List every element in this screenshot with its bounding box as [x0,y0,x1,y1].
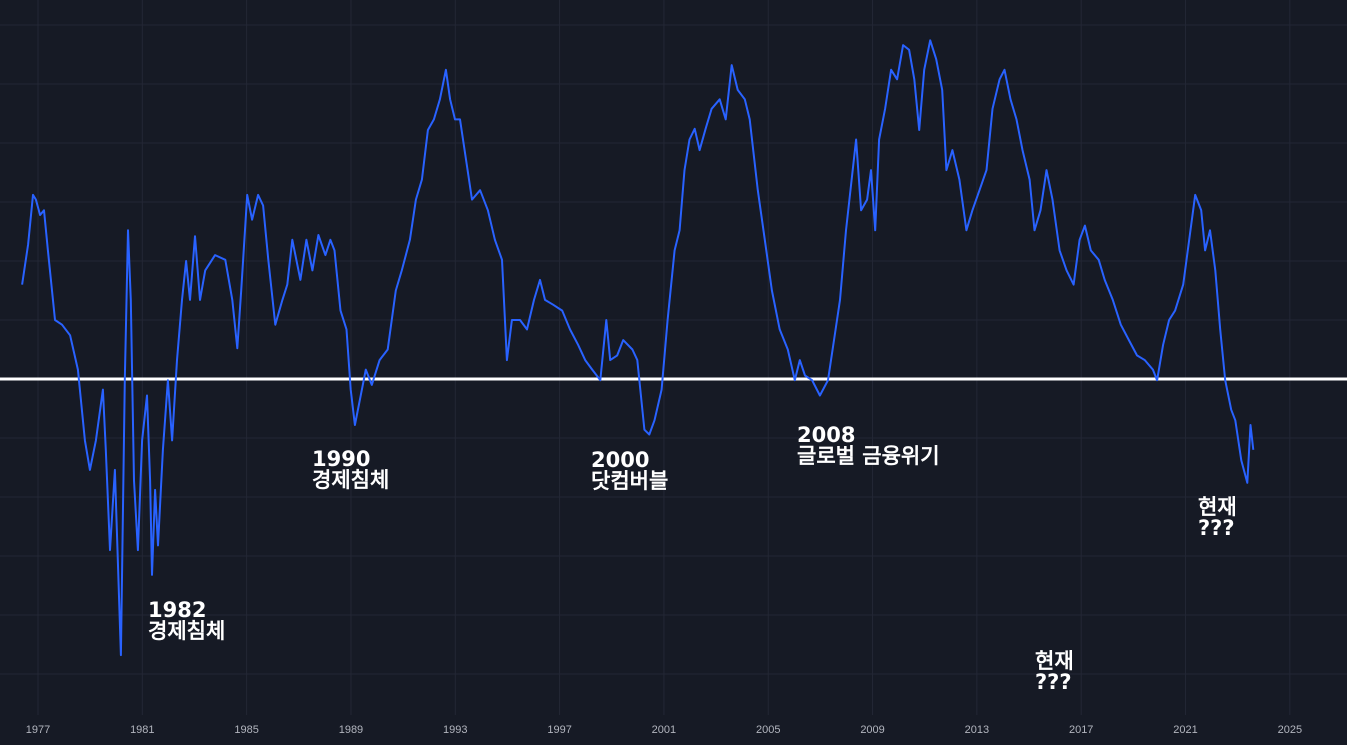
x-tick-label: 1989 [339,724,363,736]
annotation-1982: 1982 경제침체 [148,600,225,642]
annotation-current: 현재 ??? [1198,497,1237,539]
x-tick-label: 2001 [652,724,676,736]
annotation-current-duplicate: 현재 ??? [1035,651,1074,693]
x-tick-label: 2005 [756,724,780,736]
annotation-2008: 2008 글로벌 금융위기 [797,425,940,467]
x-tick-label: 2009 [860,724,884,736]
annotation-year: 2000 [591,448,650,472]
x-tick-label: 1977 [26,724,50,736]
annotation-year: 현재 [1035,649,1074,673]
annotation-year: 1982 [148,598,207,622]
annotation-1990: 1990 경제침체 [312,449,389,491]
annotation-text: 경제침체 [148,619,226,643]
annotation-text: 닷컴버블 [591,469,669,493]
annotation-text: 글로벌 금융위기 [797,444,940,468]
x-tick-label: 1981 [130,724,154,736]
annotation-2000: 2000 닷컴버블 [591,450,668,492]
x-axis-ticks: 1977 1981 1985 1989 1993 1997 2001 2005 2009 2013… [26,724,1302,736]
x-tick-label: 2021 [1173,724,1197,736]
x-tick-label: 1997 [547,724,571,736]
annotation-year: 2008 [797,423,856,447]
annotation-year: 현재 [1198,495,1237,519]
x-tick-label: 1993 [443,724,467,736]
annotation-text: ??? [1035,670,1072,694]
annotation-text: 경제침체 [312,468,390,492]
annotation-text: ??? [1198,516,1235,540]
x-tick-label: 1985 [234,724,258,736]
x-tick-label: 2025 [1278,724,1302,736]
x-tick-label: 2017 [1069,724,1093,736]
x-tick-label: 2013 [965,724,989,736]
annotation-year: 1990 [312,447,371,471]
series-line [21,39,1255,657]
